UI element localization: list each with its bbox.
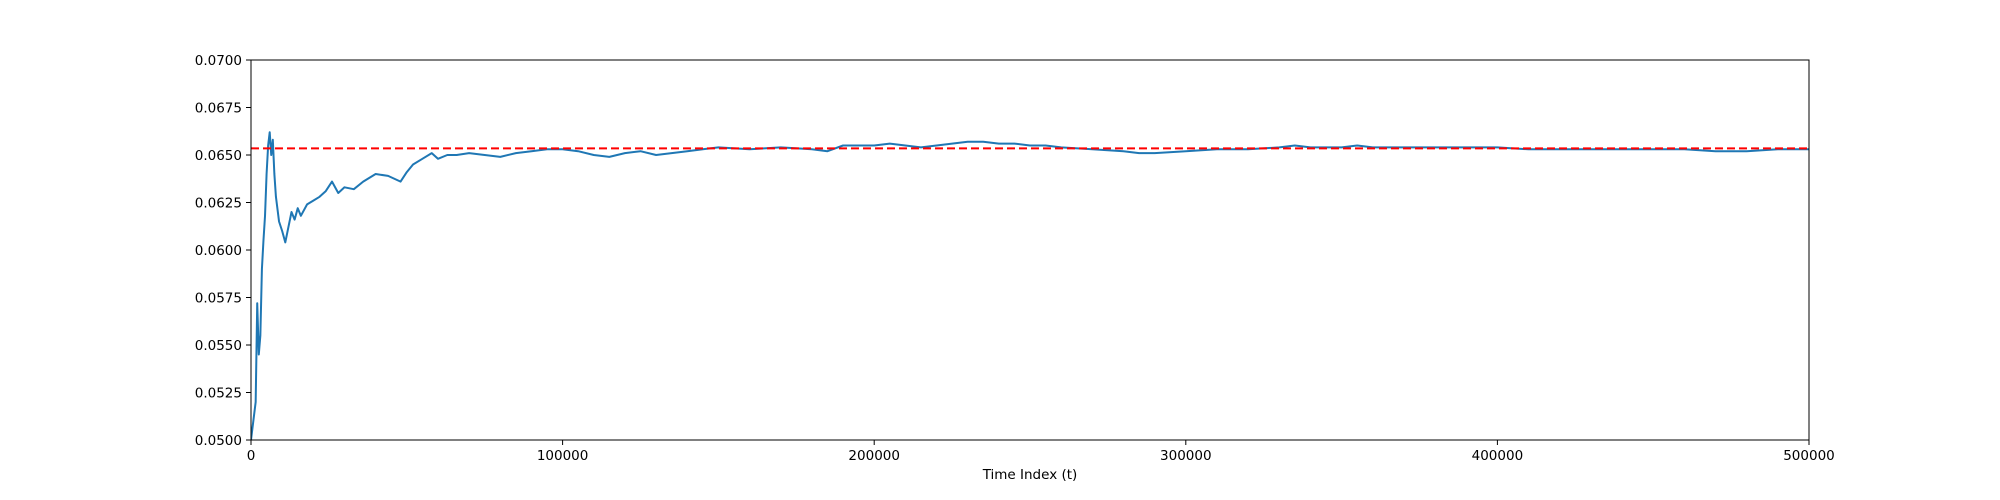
series-line-0 [251, 131, 1809, 440]
x-tick-label: 300000 [1160, 448, 1212, 464]
y-tick-label: 0.0600 [195, 243, 242, 259]
y-tick-label: 0.0675 [195, 101, 242, 117]
y-tick-label: 0.0550 [195, 338, 242, 354]
axis-ticks: 0 100000 200000 300000 400000 500000 0.0500 0.0… [195, 53, 1835, 464]
y-tick-label: 0.0575 [195, 291, 242, 307]
x-tick-label: 100000 [537, 448, 589, 464]
x-tick-label: 0 [247, 448, 256, 464]
x-axis-label: Time Index (t) [982, 467, 1078, 483]
y-tick-label: 0.0500 [195, 433, 242, 449]
x-tick-label: 500000 [1783, 448, 1835, 464]
y-tick-label: 0.0525 [195, 386, 242, 402]
x-tick-label: 200000 [848, 448, 900, 464]
y-tick-label: 0.0625 [195, 196, 242, 212]
y-tick-label: 0.0700 [195, 53, 242, 69]
y-tick-label: 0.0650 [195, 148, 242, 164]
x-tick-label: 400000 [1472, 448, 1524, 464]
